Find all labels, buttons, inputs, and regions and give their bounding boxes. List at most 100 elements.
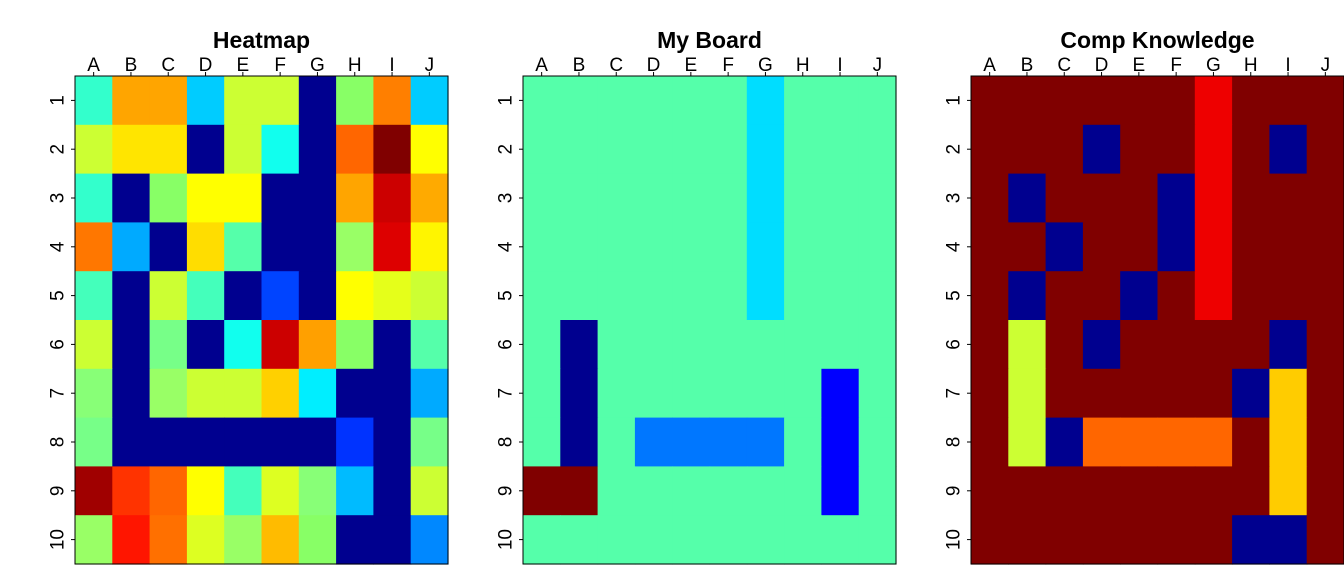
heatmap-cell-F9 xyxy=(261,466,300,516)
my-board-x-tick-label: D xyxy=(647,55,661,76)
comp-knowledge-cell-J1 xyxy=(1306,76,1344,126)
my-board-cell-J6 xyxy=(858,320,897,370)
heatmap-cell-E10 xyxy=(224,515,263,565)
my-board-cell-I1 xyxy=(821,76,860,126)
comp-knowledge-cell-H2 xyxy=(1232,124,1270,175)
my-board-cell-E2 xyxy=(672,124,711,175)
heatmap-cell-D8 xyxy=(186,417,225,467)
comp-knowledge-cell-C6 xyxy=(1045,320,1084,370)
comp-knowledge-x-tick-label: E xyxy=(1133,55,1146,76)
heatmap-x-tick-label: I xyxy=(389,55,394,76)
comp-knowledge-ticks: A B C D E F G H I J 1 2 3 4 5 6 7 8 9 10 xyxy=(944,55,1331,550)
comp-knowledge-cell-D4 xyxy=(1082,222,1121,272)
my-board-cell-E9 xyxy=(672,466,711,516)
heatmap-cell-E4 xyxy=(224,222,263,272)
heatmap-cell-C4 xyxy=(149,222,188,272)
heatmap-cell-I8 xyxy=(373,417,412,467)
comp-knowledge-cell-E6 xyxy=(1120,320,1159,370)
my-board-y-tick-label: 2 xyxy=(496,144,517,155)
comp-knowledge-cell-F6 xyxy=(1157,320,1196,370)
comp-knowledge-cell-E9 xyxy=(1120,466,1159,516)
heatmap-cell-F2 xyxy=(261,124,300,175)
comp-knowledge-cell-H7 xyxy=(1232,368,1270,419)
heatmap-cell-F6 xyxy=(261,320,300,370)
my-board-cell-C9 xyxy=(597,466,636,516)
comp-knowledge-cell-E1 xyxy=(1120,76,1159,126)
my-board-cells xyxy=(523,76,897,565)
my-board-cell-A1 xyxy=(523,76,561,126)
heatmap-cell-B9 xyxy=(112,466,151,516)
heatmap-cell-J9 xyxy=(410,466,449,516)
my-board-cell-D3 xyxy=(634,173,673,223)
my-board-cell-B8 xyxy=(560,417,599,467)
my-board-cell-J1 xyxy=(858,76,897,126)
my-board-cell-F3 xyxy=(709,173,748,223)
heatmap-cell-A8 xyxy=(75,417,113,467)
comp-knowledge-panel: Comp Knowledge A B C D E F G H I J 1 2 3 4 5 6 7 8 9 10 xyxy=(944,27,1344,565)
heatmap-y-tick-label: 6 xyxy=(48,339,69,350)
comp-knowledge-cell-D3 xyxy=(1082,173,1121,223)
my-board-cell-H6 xyxy=(784,320,822,370)
my-board-cell-B7 xyxy=(560,368,599,419)
heatmap-cell-G4 xyxy=(298,222,337,272)
comp-knowledge-cell-J2 xyxy=(1306,124,1344,175)
comp-knowledge-cell-D8 xyxy=(1082,417,1121,467)
heatmap-y-tick-label: 1 xyxy=(48,95,69,106)
heatmap-cell-F7 xyxy=(261,368,300,419)
comp-knowledge-cell-D1 xyxy=(1082,76,1121,126)
heatmap-cell-C2 xyxy=(149,124,188,175)
heatmap-cell-J6 xyxy=(410,320,449,370)
my-board-x-tick-label: J xyxy=(873,55,883,76)
comp-knowledge-cell-A5 xyxy=(971,271,1009,321)
heatmap-cell-D5 xyxy=(186,271,225,321)
comp-knowledge-cell-C7 xyxy=(1045,368,1084,419)
comp-knowledge-cell-H5 xyxy=(1232,271,1270,321)
heatmap-cell-I2 xyxy=(373,124,412,175)
my-board-cell-J7 xyxy=(858,368,897,419)
heatmap-cell-B4 xyxy=(112,222,151,272)
comp-knowledge-cell-J10 xyxy=(1306,515,1344,565)
comp-knowledge-x-tick-label: D xyxy=(1095,55,1109,76)
comp-knowledge-cell-F1 xyxy=(1157,76,1196,126)
comp-knowledge-cell-I3 xyxy=(1269,173,1308,223)
heatmap-panel: Heatmap A B C D E F G H I J 1 2 3 4 5 6 7 8 9 10 xyxy=(48,27,449,565)
heatmap-cell-F3 xyxy=(261,173,300,223)
comp-knowledge-cell-J3 xyxy=(1306,173,1344,223)
my-board-y-tick-label: 7 xyxy=(496,388,517,399)
comp-knowledge-cell-G9 xyxy=(1194,466,1233,516)
comp-knowledge-y-tick-label: 4 xyxy=(944,241,965,252)
comp-knowledge-cell-A4 xyxy=(971,222,1009,272)
comp-knowledge-cell-F2 xyxy=(1157,124,1196,175)
comp-knowledge-cell-F8 xyxy=(1157,417,1196,467)
my-board-cell-F1 xyxy=(709,76,748,126)
heatmap-cell-F10 xyxy=(261,515,300,565)
comp-knowledge-cell-C10 xyxy=(1045,515,1084,565)
comp-knowledge-cell-J4 xyxy=(1306,222,1344,272)
comp-knowledge-x-tick-label: J xyxy=(1321,55,1331,76)
comp-knowledge-cell-H10 xyxy=(1232,515,1270,565)
my-board-title: My Board xyxy=(657,27,762,53)
my-board-cell-B4 xyxy=(560,222,599,272)
heatmap-y-tick-label: 2 xyxy=(48,144,69,155)
comp-knowledge-cell-B6 xyxy=(1008,320,1047,370)
comp-knowledge-x-tick-label: F xyxy=(1170,55,1182,76)
heatmap-y-tick-label: 10 xyxy=(48,529,69,550)
heatmap-cell-H5 xyxy=(336,271,374,321)
my-board-cell-G10 xyxy=(746,515,785,565)
my-board-cell-D4 xyxy=(634,222,673,272)
my-board-cell-E5 xyxy=(672,271,711,321)
comp-knowledge-y-tick-label: 6 xyxy=(944,339,965,350)
heatmap-x-tick-label: G xyxy=(310,55,325,76)
comp-knowledge-cell-G1 xyxy=(1194,76,1233,126)
my-board-panel: My Board A B C D E F G H I J 1 2 3 4 5 6 7 8 9 10 xyxy=(496,27,897,565)
heatmap-cell-G6 xyxy=(298,320,337,370)
heatmap-y-tick-label: 8 xyxy=(48,437,69,448)
comp-knowledge-cell-A3 xyxy=(971,173,1009,223)
my-board-cell-I4 xyxy=(821,222,860,272)
comp-knowledge-cell-I10 xyxy=(1269,515,1308,565)
heatmap-cell-H4 xyxy=(336,222,374,272)
heatmap-cell-E5 xyxy=(224,271,263,321)
heatmap-cell-J4 xyxy=(410,222,449,272)
heatmap-cell-D3 xyxy=(186,173,225,223)
my-board-cell-G2 xyxy=(746,124,785,175)
